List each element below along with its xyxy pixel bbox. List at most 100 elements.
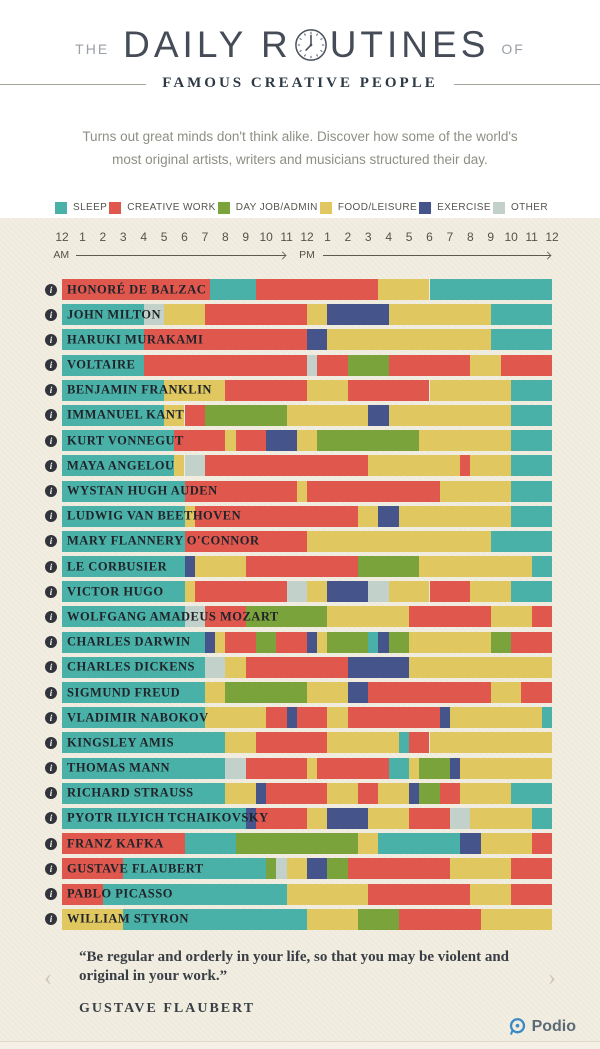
segment-sleep (62, 682, 205, 703)
info-icon[interactable]: i (45, 409, 57, 422)
segment-food (307, 757, 318, 779)
info-icon[interactable]: i (45, 434, 57, 447)
info-icon[interactable]: i (45, 560, 57, 573)
person-row: i CHARLES DICKENS (45, 656, 552, 678)
podio-logo[interactable]: Podio (508, 1017, 576, 1036)
segment-exercise (307, 631, 318, 653)
segment-food (296, 480, 307, 502)
person-name: WYSTAN HUGH AUDEN (67, 483, 218, 498)
info-icon[interactable]: i (45, 686, 57, 699)
quote-section: ‹ › “Be regular and orderly in your life… (0, 948, 600, 1048)
prev-arrow[interactable]: ‹ (44, 964, 52, 991)
segment-food (378, 279, 430, 300)
segment-creative (62, 883, 103, 905)
info-icon[interactable]: i (45, 913, 57, 926)
segment-food (184, 505, 195, 527)
info-icon[interactable]: i (45, 787, 57, 800)
segment-exercise (266, 430, 297, 452)
segment-food (225, 656, 246, 678)
person-name: WOLFGANG AMADEUS MOZART (67, 609, 279, 624)
info-icon[interactable]: i (45, 485, 57, 497)
segment-sleep (541, 707, 552, 729)
title-the: THE (75, 41, 110, 57)
segment-sleep (511, 430, 552, 452)
person-row: i HONORÉ DE BALZAC (45, 279, 552, 300)
segment-creative (255, 732, 328, 754)
description-line-2: most original artists, writers and music… (112, 151, 488, 167)
segment-food (409, 757, 420, 779)
legend-item-sleep: SLEEP (55, 201, 107, 214)
axis-tick: 7 (201, 230, 209, 244)
segment-creative (255, 279, 379, 300)
axis-am-label: AM (53, 249, 70, 261)
person-row: i LUDWIG VAN BEETHOVEN (45, 505, 552, 527)
person-name: CHARLES DICKENS (67, 659, 196, 674)
info-icon[interactable]: i (45, 459, 57, 472)
person-row: i KINGSLEY AMIS (45, 732, 552, 754)
axis-tick: 2 (344, 230, 352, 244)
info-icon[interactable]: i (45, 535, 57, 548)
person-name: RICHARD STRAUSS (67, 785, 194, 800)
axis-tick: 12 (300, 230, 314, 244)
axis-tick: 4 (385, 230, 392, 244)
info-icon[interactable]: i (45, 711, 57, 724)
person-name: PABLO PICASSO (67, 886, 173, 901)
segment-food (419, 556, 532, 578)
subtitle-row: FAMOUS CREATIVE PEOPLE (0, 75, 600, 95)
segment-food (164, 379, 226, 401)
segment-creative (347, 707, 440, 729)
segment-creative (245, 556, 359, 578)
segment-creative (266, 707, 287, 729)
info-icon[interactable]: i (45, 585, 57, 598)
segment-other (368, 581, 389, 603)
segment-other (143, 304, 165, 326)
segment-sleep (531, 556, 552, 578)
info-icon[interactable]: i (45, 610, 57, 623)
segment-creative (184, 480, 297, 502)
segment-creative (296, 707, 328, 729)
segment-food (470, 581, 512, 603)
segment-creative (500, 354, 552, 376)
segment-sleep (184, 833, 236, 855)
info-icon[interactable]: i (45, 510, 57, 523)
info-icon[interactable]: i (45, 762, 57, 775)
segment-food (409, 631, 491, 653)
segment-sleep (511, 782, 552, 804)
segment-sleep (511, 505, 552, 527)
info-icon[interactable]: i (45, 283, 57, 296)
info-icon[interactable]: i (45, 359, 57, 372)
info-icon[interactable]: i (45, 384, 57, 397)
person-name: LUDWIG VAN BEETHOVEN (67, 508, 242, 523)
person-name: KURT VONNEGUT (67, 433, 184, 448)
segment-food (225, 782, 256, 804)
segment-dayjob (419, 782, 440, 804)
info-icon[interactable]: i (45, 308, 57, 321)
info-icon[interactable]: i (45, 661, 57, 674)
person-row: i SIGMUND FREUD (45, 682, 552, 703)
axis-tick: 8 (466, 230, 474, 244)
segment-creative (511, 883, 552, 905)
segment-creative (521, 682, 552, 703)
info-icon[interactable]: i (45, 862, 57, 875)
segment-food (460, 757, 552, 779)
axis-tick: 3 (364, 230, 372, 244)
person-row: i VOLTAIRE (45, 354, 552, 376)
legend-item-creative: CREATIVE WORK (109, 201, 215, 214)
segment-food (307, 581, 328, 603)
segment-food (204, 682, 226, 703)
segment-food (378, 782, 410, 804)
info-icon[interactable]: i (45, 736, 57, 749)
segment-food (215, 631, 226, 653)
info-icon[interactable]: i (45, 636, 57, 649)
segment-food (194, 556, 246, 578)
segment-dayjob (317, 430, 420, 452)
axis-tick: 5 (405, 230, 413, 244)
next-arrow[interactable]: › (548, 964, 556, 991)
segment-exercise (245, 807, 256, 829)
segment-creative (439, 782, 461, 804)
segment-food (388, 404, 512, 426)
info-icon[interactable]: i (45, 812, 57, 825)
info-icon[interactable]: i (45, 333, 57, 346)
info-icon[interactable]: i (45, 888, 57, 900)
info-icon[interactable]: i (45, 837, 57, 850)
